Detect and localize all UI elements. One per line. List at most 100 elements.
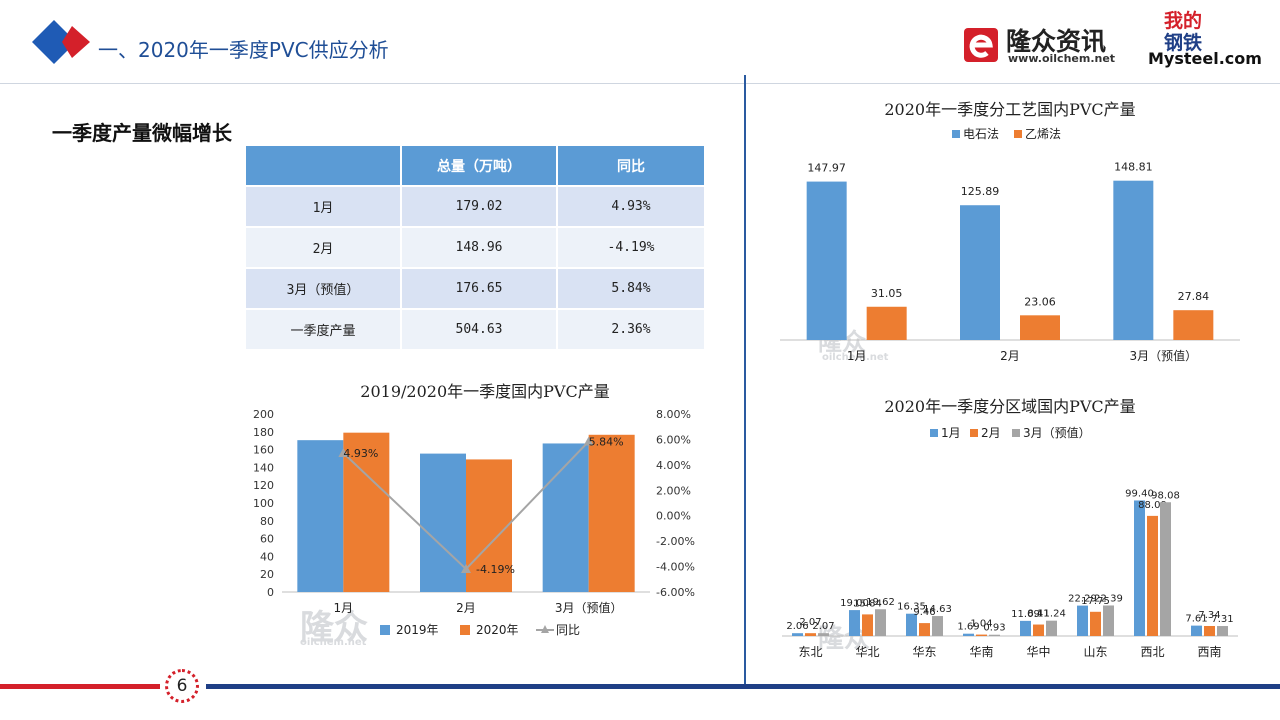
legend-label: 2月	[981, 426, 1001, 440]
yoy-marker	[338, 448, 349, 458]
bar-2月	[1204, 625, 1215, 636]
legend-label: 电石法	[963, 127, 999, 141]
legend-swatch	[952, 130, 960, 138]
x-tick-label: 东北	[798, 645, 822, 659]
mysteel-cn-1: 我的	[1164, 10, 1203, 32]
vertical-divider	[744, 75, 746, 685]
bar-2月	[1090, 611, 1101, 636]
bar-电石法	[806, 181, 847, 340]
watermark-text: 隆众	[818, 624, 871, 654]
oilchem-logo-icon	[964, 28, 998, 62]
data-label: 2.06	[786, 621, 808, 632]
table-cell: 4.93%	[557, 185, 706, 227]
table-header-row: 总量（万吨） 同比	[246, 146, 706, 186]
bar-3月（预值）	[932, 616, 943, 636]
data-label: 2.07	[799, 617, 821, 628]
x-tick-label: 1月	[847, 349, 867, 363]
bar-电石法	[960, 205, 1000, 340]
footer-bar-blue	[206, 684, 1280, 689]
bar-电石法	[1113, 180, 1154, 340]
table-cell: 3月（预值）	[246, 267, 402, 309]
x-tick-label: 3月（预值）	[555, 600, 623, 615]
y2-tick-label: 4.00%	[656, 459, 691, 472]
oilchem-logo: 隆众资讯 www.oilchem.net	[962, 22, 1132, 66]
legend-swatch	[970, 429, 978, 437]
x-tick-label: 1月	[334, 601, 354, 615]
table-row: 一季度产量 504.63 2.36%	[246, 308, 706, 349]
bar-3月（预值）	[818, 633, 829, 636]
bar-3月（预值）	[1160, 502, 1171, 636]
data-label: 22.39	[1094, 593, 1123, 604]
x-tick-label: 2月	[1000, 349, 1020, 363]
page-title: 一、2020年一季度PVC供应分析	[98, 38, 389, 62]
data-label: 8.41	[1027, 609, 1049, 620]
footer-bar-red	[0, 684, 160, 689]
table-cell: 176.65	[401, 267, 558, 309]
summary-table: 总量（万吨） 同比 1月 179.02 4.93% 2月 148.96 -4.1…	[246, 146, 706, 349]
legend-label: 同比	[556, 623, 580, 637]
yoy-data-label: -4.19%	[476, 563, 515, 576]
legend-swatch	[460, 625, 470, 635]
bar-1月	[906, 613, 917, 636]
bar-2月	[919, 623, 930, 636]
legend-label: 2020年	[476, 623, 519, 637]
yoy-marker	[461, 563, 471, 573]
x-tick-label: 华北	[855, 645, 879, 659]
data-label: 147.97	[807, 162, 846, 175]
bar-2月	[976, 634, 987, 636]
bar-2019年	[297, 440, 344, 592]
data-label: 125.89	[961, 185, 1000, 198]
table-row: 3月（预值） 176.65 5.84%	[246, 267, 706, 309]
x-tick-label: 3月（预值）	[1130, 348, 1198, 363]
table-header-cell: 同比	[557, 146, 706, 186]
data-label: 7.34	[1198, 610, 1220, 621]
bar-乙烯法	[1020, 315, 1060, 340]
y2-tick-label: 2.00%	[656, 484, 691, 497]
data-label: 23.06	[1024, 295, 1056, 308]
mysteel-brand: Mysteel.com	[1148, 49, 1262, 68]
table-cell: 179.02	[401, 185, 558, 227]
bar-2020年	[588, 434, 635, 592]
table-cell: -4.19%	[557, 226, 706, 268]
bar-3月（预值）	[1046, 620, 1057, 636]
data-label: 98.08	[1151, 490, 1180, 501]
legend-swatch	[1012, 429, 1020, 437]
watermark-text: 隆众	[300, 608, 368, 648]
data-label: 22.29	[1068, 594, 1097, 605]
y-tick-label: 80	[260, 515, 274, 528]
oilchem-brand-name: 隆众资讯	[1006, 27, 1107, 56]
y-tick-label: 0	[267, 586, 274, 599]
legend-marker	[541, 625, 549, 633]
process-chart: 电石法 乙烯法 147.97 31.05 1月 125.89 23.06 2月 148.81 27…	[780, 127, 1240, 363]
region-chart: 1月 2月 3月（预值）2.062.072.07东北19.0015.8419.62华…	[782, 425, 1238, 659]
y-tick-label: 160	[253, 444, 274, 457]
y-tick-label: 120	[253, 479, 274, 492]
data-label: 7.61	[1185, 614, 1207, 625]
data-label: 11.09	[1011, 609, 1040, 620]
data-label: 1.04	[970, 619, 992, 630]
y-tick-label: 40	[260, 550, 274, 563]
bar-3月（预值）	[875, 609, 886, 636]
bar-1月	[1191, 625, 1202, 636]
oilchem-brand-url: www.oilchem.net	[1008, 52, 1116, 65]
table-cell: 504.63	[401, 308, 558, 349]
table-cell: 5.84%	[557, 267, 706, 309]
y2-tick-label: 6.00%	[656, 433, 691, 446]
legend-swatch	[380, 625, 390, 635]
yoy-marker	[583, 436, 594, 446]
x-tick-label: 西北	[1140, 645, 1164, 659]
y-tick-label: 20	[260, 568, 274, 581]
page-number: 6	[165, 669, 199, 703]
table-cell: 一季度产量	[246, 308, 402, 349]
process-chart-title: 2020年一季度分工艺国内PVC产量	[884, 100, 1136, 119]
data-label: 88.09	[1138, 500, 1167, 511]
legend-swatch	[1014, 130, 1022, 138]
legend-label: 乙烯法	[1025, 127, 1061, 141]
bar-3月（预值）	[1217, 626, 1228, 636]
y2-tick-label: -4.00%	[656, 561, 695, 574]
table-cell: 1月	[246, 185, 402, 227]
x-tick-label: 西南	[1197, 644, 1221, 659]
header-divider	[0, 83, 1280, 84]
data-label: 11.24	[1037, 609, 1066, 620]
table-cell: 2月	[246, 226, 402, 268]
